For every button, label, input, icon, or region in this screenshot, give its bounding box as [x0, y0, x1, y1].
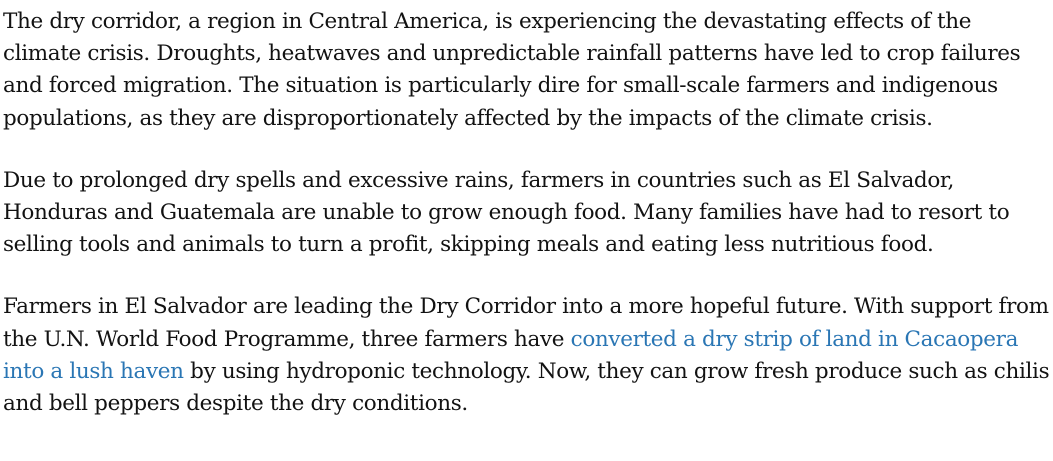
paragraph-farmers-food: Due to prolonged dry spells and excessiv…: [3, 167, 1010, 258]
paragraph-dry-corridor: The dry corridor, a region in Central Am…: [3, 9, 1021, 131]
cacaopera-article-link[interactable]: converted a dry strip of land in Cacaope…: [3, 326, 1019, 384]
paragraph-hydroponics-tail: by using hydroponic technology. Now, the…: [3, 358, 1050, 417]
paragraph-hydroponics: Farmers in El Salvador are leading the D…: [3, 291, 1053, 420]
paragraph-hydroponics-lead: Farmers in El Salvador are leading the D…: [3, 294, 1049, 352]
article-body: The dry corridor, a region in Central Am…: [3, 9, 1053, 420]
